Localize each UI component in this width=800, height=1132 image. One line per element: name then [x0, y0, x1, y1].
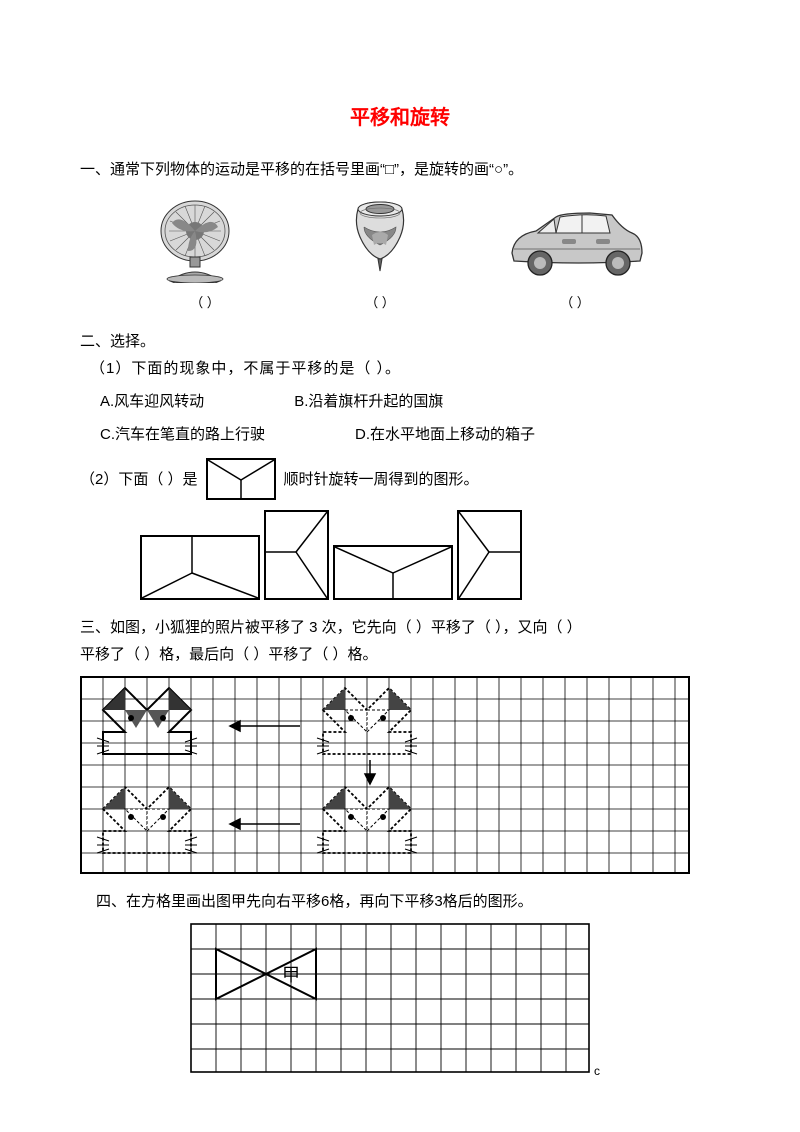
- q2-shape-4: [457, 510, 522, 600]
- q2-sub2-post: 顺时针旋转一周得到的图形。: [284, 466, 479, 493]
- q4-shape-label: 甲: [282, 965, 300, 985]
- q3-grid: [80, 676, 720, 874]
- q1-bracket-1: （ ）: [190, 291, 220, 314]
- spinning-top-icon: [340, 193, 420, 283]
- fan-icon: [150, 193, 260, 283]
- q2-shape-3: [333, 545, 453, 600]
- q2-optC: C.汽车在笔直的路上行驶: [100, 421, 265, 448]
- q2-heading: 二、选择。: [80, 328, 720, 355]
- car-icon: [500, 203, 650, 283]
- question-3: 三、如图，小狐狸的照片被平移了 3 次，它先向（ ）平移了（ ），又向（ ） 平…: [80, 614, 720, 874]
- q2-shape-1: [140, 535, 260, 600]
- q4-prompt: 四、在方格里画出图甲先向右平移6格，再向下平移3格后的图形。: [96, 888, 720, 915]
- q2-optD: D.在水平地面上移动的箱子: [355, 421, 535, 448]
- q1-images-row: （ ） （ ）: [110, 193, 690, 314]
- q3-line1: 三、如图，小狐狸的照片被平移了 3 次，它先向（ ）平移了（ ），又向（ ）: [80, 614, 720, 641]
- q3-line2: 平移了（ ）格，最后向（ ）平移了（ ）格。: [80, 641, 720, 668]
- q2-sub2-line: （2）下面（ ）是 顺时针旋转一周得到的图形。: [80, 458, 720, 500]
- q4-corner-c: c: [594, 1064, 600, 1078]
- q2-sub1-row1: A.风车迎风转动 B.沿着旗杆升起的国旗: [100, 388, 720, 415]
- q2-sub1-prompt: （1）下面的现象中，不属于平移的是（ ）。: [90, 355, 720, 382]
- question-1: 一、通常下列物体的运动是平移的在括号里画“□”，是旋转的画“○”。: [80, 156, 720, 314]
- q2-optA: A.风车迎风转动: [100, 388, 204, 415]
- q1-bracket-3: （ ）: [560, 291, 590, 314]
- q2-ref-shape: [206, 458, 276, 500]
- q2-answer-shapes: [140, 510, 720, 600]
- q1-bracket-2: （ ）: [365, 291, 395, 314]
- page-title: 平移和旋转: [80, 100, 720, 136]
- q1-prompt: 一、通常下列物体的运动是平移的在括号里画“□”，是旋转的画“○”。: [80, 156, 720, 183]
- q1-item-fan: （ ）: [150, 193, 260, 314]
- question-2: 二、选择。 （1）下面的现象中，不属于平移的是（ ）。 A.风车迎风转动 B.沿…: [80, 328, 720, 600]
- q1-item-top: （ ）: [340, 193, 420, 314]
- q1-item-car: （ ）: [500, 203, 650, 314]
- q2-shape-2: [264, 510, 329, 600]
- question-4: 四、在方格里画出图甲先向右平移6格，再向下平移3格后的图形。: [80, 888, 720, 1083]
- q2-optB: B.沿着旗杆升起的国旗: [294, 388, 443, 415]
- q2-sub1-row2: C.汽车在笔直的路上行驶 D.在水平地面上移动的箱子: [100, 421, 720, 448]
- q4-grid: 甲 c: [80, 923, 720, 1083]
- q2-sub2-pre: （2）下面（ ）是: [80, 466, 198, 493]
